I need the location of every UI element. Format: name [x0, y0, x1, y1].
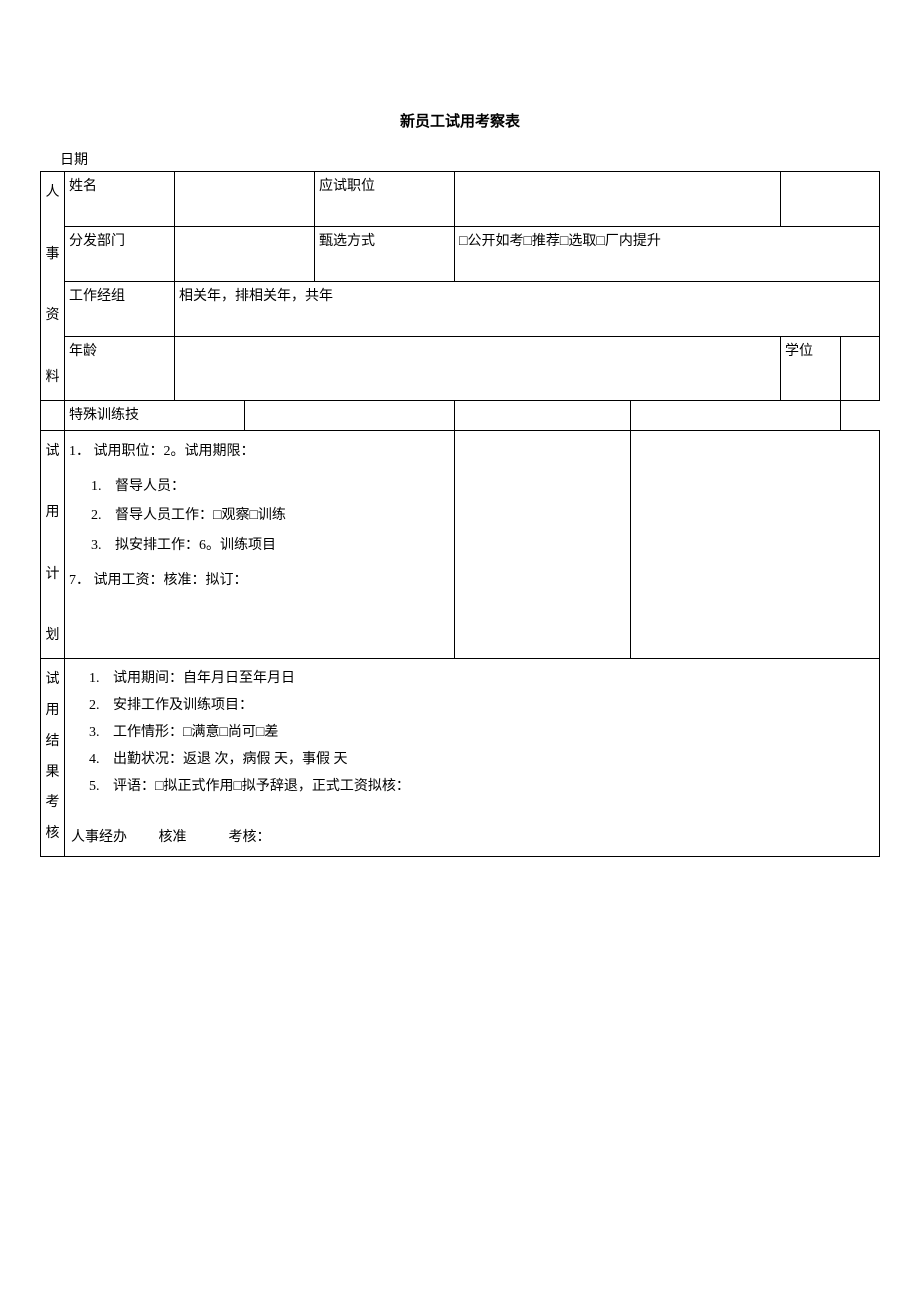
- footer-row: 人事经办 核准 考核：: [65, 823, 880, 856]
- value-special-2: [455, 400, 631, 430]
- form-table: 人 事 资 料 姓名 应试职位 分发部门 甄选方式 □公开如考□推荐□选取□厂内…: [40, 171, 880, 857]
- section3-side: 试 用 结 果 考 核: [41, 659, 65, 857]
- label-dept: 分发部门: [65, 226, 175, 281]
- trial-result-block: 1.试用期间：自年月日至年月日 2.安排工作及训练项目： 3.工作情形：□满意□…: [65, 659, 880, 824]
- plan-item-3: 拟安排工作：6。训练项目: [115, 538, 276, 553]
- res-item-2: 安排工作及训练项目：: [113, 698, 253, 713]
- res-num-2: 2.: [89, 695, 113, 716]
- plan-item-2: 督导人员工作：□观察□训练: [115, 508, 286, 523]
- trial-plan-mid: [455, 430, 631, 659]
- trial-plan-right: [631, 430, 880, 659]
- plan-num-2: 2.: [91, 501, 115, 530]
- label-age: 年龄: [65, 336, 175, 400]
- value-age: [175, 336, 781, 400]
- label-name: 姓名: [65, 172, 175, 227]
- footer-text: 人事经办 核准 考核：: [71, 830, 271, 845]
- label-degree: 学位: [781, 336, 841, 400]
- res-num-5: 5.: [89, 776, 113, 797]
- value-experience: 相关年，排相关年，共年: [175, 281, 880, 336]
- value-dept: [175, 226, 315, 281]
- section2-side: 试 用 计 划: [41, 430, 65, 659]
- plan-line-7: 7． 试用工资：核准：拟订：: [69, 566, 450, 595]
- value-select-method: □公开如考□推荐□选取□厂内提升: [455, 226, 880, 281]
- value-name: [175, 172, 315, 227]
- section1-side-gap: [41, 400, 65, 430]
- value-degree: [841, 336, 880, 400]
- res-num-1: 1.: [89, 668, 113, 689]
- value-special-3: [631, 400, 841, 430]
- value-special-1: [245, 400, 455, 430]
- res-item-4: 出勤状况：返退 次，病假 天，事假 天: [113, 752, 348, 767]
- plan-num-1: 1.: [91, 472, 115, 501]
- label-experience: 工作经组: [65, 281, 175, 336]
- res-item-1: 试用期间：自年月日至年月日: [113, 671, 295, 686]
- plan-item-1: 督导人员：: [115, 479, 185, 494]
- plan-num-3: 3.: [91, 531, 115, 560]
- form-title: 新员工试用考察表: [40, 110, 880, 131]
- res-item-3: 工作情形：□满意□尚可□差: [113, 725, 278, 740]
- value-position: [455, 172, 781, 227]
- label-position: 应试职位: [315, 172, 455, 227]
- res-num-3: 3.: [89, 722, 113, 743]
- label-select-method: 甄选方式: [315, 226, 455, 281]
- cell-blank-1: [781, 172, 880, 227]
- section1-side: 人 事 资 料: [41, 172, 65, 401]
- res-item-5: 评语：□拟正式作用□拟予辞退，正式工资拟核：: [113, 779, 410, 794]
- plan-line-1: 1． 试用职位：2。试用期限：: [69, 437, 450, 466]
- trial-plan-left: 1． 试用职位：2。试用期限： 1.督导人员： 2.督导人员工作：□观察□训练 …: [65, 430, 455, 659]
- date-label: 日期: [40, 149, 880, 169]
- res-num-4: 4.: [89, 749, 113, 770]
- label-special-training: 特殊训练技: [65, 400, 245, 430]
